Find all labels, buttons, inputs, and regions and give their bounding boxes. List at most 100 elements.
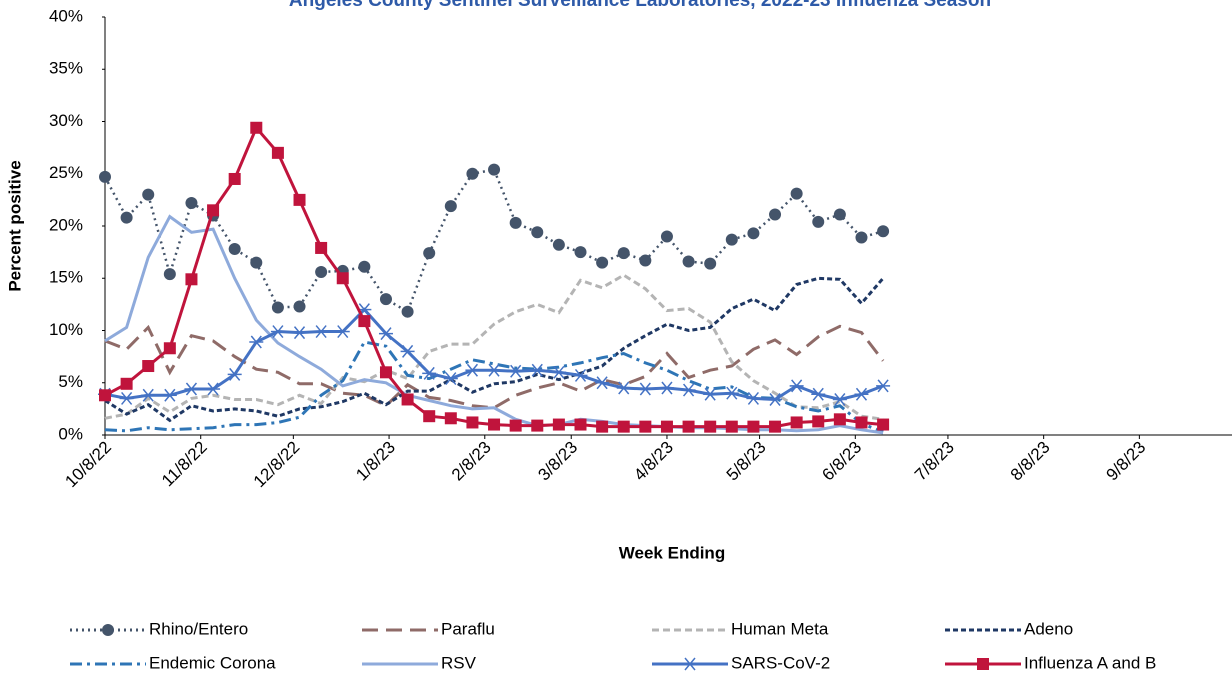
- marker: [638, 382, 653, 396]
- marker: [683, 657, 697, 671]
- marker-stroke: [747, 391, 759, 405]
- marker-stroke: [639, 382, 651, 396]
- marker-stroke: [229, 367, 241, 381]
- marker: [358, 315, 371, 328]
- marker: [596, 420, 609, 433]
- marker-stroke: [531, 363, 543, 377]
- marker: [877, 418, 890, 431]
- series-line: [104, 324, 885, 410]
- x-tick-label: 9/8/23: [1103, 438, 1150, 485]
- x-tick-label: 7/8/23: [911, 438, 958, 485]
- marker-stroke: [510, 364, 522, 378]
- marker-stroke: [142, 388, 154, 402]
- series-line: [104, 276, 885, 423]
- marker: [812, 415, 825, 428]
- marker: [660, 420, 673, 433]
- y-tick-label: 15%: [49, 268, 83, 287]
- x-tick-label: 3/8/23: [534, 438, 581, 485]
- x-tick-label: 4/8/23: [630, 438, 677, 485]
- x-tick-label: 11/8/22: [158, 438, 211, 491]
- marker-stroke: [684, 657, 696, 671]
- marker: [444, 200, 457, 213]
- legend-label: Paraflu: [441, 619, 495, 638]
- marker: [99, 170, 111, 183]
- marker: [487, 363, 502, 377]
- marker: [790, 416, 803, 429]
- marker: [704, 420, 717, 433]
- marker: [466, 167, 479, 180]
- marker: [336, 272, 349, 285]
- marker: [855, 231, 868, 244]
- marker: [789, 379, 804, 393]
- marker: [977, 658, 989, 670]
- y-tick-label: 25%: [49, 163, 83, 182]
- series-line: [104, 273, 884, 421]
- marker: [315, 241, 328, 254]
- marker: [660, 230, 673, 243]
- x-tick-label: 10/8/22: [61, 438, 115, 492]
- marker: [249, 335, 264, 349]
- marker: [531, 226, 544, 239]
- marker: [228, 172, 241, 185]
- marker: [444, 412, 457, 425]
- marker: [530, 363, 545, 377]
- x-tick-label: 1/8/23: [352, 438, 399, 485]
- marker-stroke: [488, 363, 500, 377]
- marker: [769, 208, 782, 221]
- marker: [746, 391, 761, 405]
- y-tick-label: 35%: [49, 59, 83, 78]
- marker-stroke: [185, 382, 198, 396]
- marker-stroke: [682, 383, 695, 397]
- marker-stroke: [164, 388, 176, 402]
- legend-label: RSV: [441, 653, 477, 672]
- marker: [185, 273, 198, 286]
- marker: [379, 293, 392, 306]
- marker: [812, 215, 825, 228]
- marker: [616, 381, 631, 395]
- marker: [725, 233, 738, 246]
- marker: [314, 325, 329, 339]
- marker: [401, 393, 414, 406]
- marker: [400, 344, 415, 358]
- marker-stroke: [726, 386, 738, 400]
- marker: [725, 420, 738, 433]
- marker: [704, 257, 717, 270]
- marker: [228, 242, 241, 255]
- legend-label: Endemic Corona: [149, 653, 276, 672]
- legend-label: Influenza A and B: [1024, 653, 1156, 672]
- marker: [184, 382, 199, 396]
- marker: [120, 377, 133, 390]
- marker-stroke: [250, 335, 262, 349]
- marker: [509, 419, 522, 432]
- marker-stroke: [445, 372, 457, 386]
- marker: [747, 227, 760, 240]
- marker: [509, 216, 522, 229]
- y-tick-label: 0%: [58, 424, 83, 443]
- marker: [595, 376, 610, 390]
- marker: [270, 325, 285, 339]
- y-tick-label: 10%: [49, 320, 83, 339]
- legend-label: Human Meta: [731, 619, 829, 638]
- marker: [768, 392, 783, 406]
- marker: [271, 146, 284, 159]
- marker-stroke: [618, 381, 630, 395]
- marker: [639, 420, 652, 433]
- marker: [551, 365, 566, 379]
- marker: [119, 391, 134, 405]
- x-tick-label: 2/8/23: [448, 438, 495, 485]
- marker: [682, 255, 695, 268]
- marker: [465, 363, 480, 377]
- marker: [876, 379, 891, 393]
- marker-stroke: [834, 392, 846, 406]
- marker: [120, 211, 133, 224]
- marker: [401, 305, 414, 318]
- marker: [790, 187, 803, 200]
- marker: [833, 413, 846, 426]
- marker: [488, 163, 501, 176]
- marker: [832, 392, 847, 406]
- marker-stroke: [855, 387, 868, 401]
- marker-stroke: [661, 381, 673, 395]
- marker: [206, 382, 221, 396]
- y-axis-title: Percent positive: [5, 160, 24, 291]
